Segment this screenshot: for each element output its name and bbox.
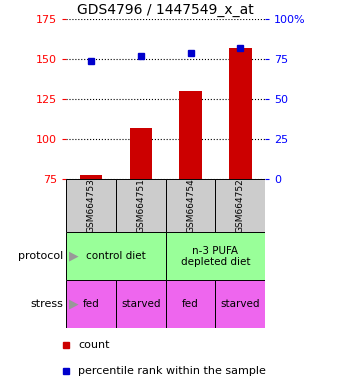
Text: starved: starved — [221, 299, 260, 310]
Bar — [166, 179, 216, 232]
Text: stress: stress — [30, 299, 63, 310]
Text: fed: fed — [182, 299, 199, 310]
Text: starved: starved — [121, 299, 160, 310]
Title: GDS4796 / 1447549_x_at: GDS4796 / 1447549_x_at — [78, 3, 254, 17]
Bar — [116, 179, 166, 232]
Text: fed: fed — [83, 299, 100, 310]
Bar — [166, 280, 216, 328]
Text: count: count — [78, 340, 109, 350]
Text: GSM664754: GSM664754 — [186, 178, 195, 233]
Text: control diet: control diet — [86, 251, 146, 262]
Text: GSM664752: GSM664752 — [236, 178, 245, 233]
Bar — [66, 232, 166, 280]
Bar — [116, 280, 166, 328]
Bar — [80, 175, 102, 179]
Bar — [229, 48, 252, 179]
Text: GSM664753: GSM664753 — [87, 178, 96, 233]
Text: percentile rank within the sample: percentile rank within the sample — [78, 366, 266, 376]
Bar — [166, 232, 265, 280]
Text: protocol: protocol — [18, 251, 63, 262]
Bar — [216, 280, 265, 328]
Bar — [216, 179, 265, 232]
Text: GSM664751: GSM664751 — [136, 178, 146, 233]
Bar — [66, 280, 116, 328]
Text: ▶: ▶ — [65, 250, 78, 263]
Bar — [180, 91, 202, 179]
Text: ▶: ▶ — [65, 298, 78, 311]
Bar — [66, 179, 116, 232]
Text: n-3 PUFA
depleted diet: n-3 PUFA depleted diet — [181, 245, 250, 267]
Bar — [130, 127, 152, 179]
